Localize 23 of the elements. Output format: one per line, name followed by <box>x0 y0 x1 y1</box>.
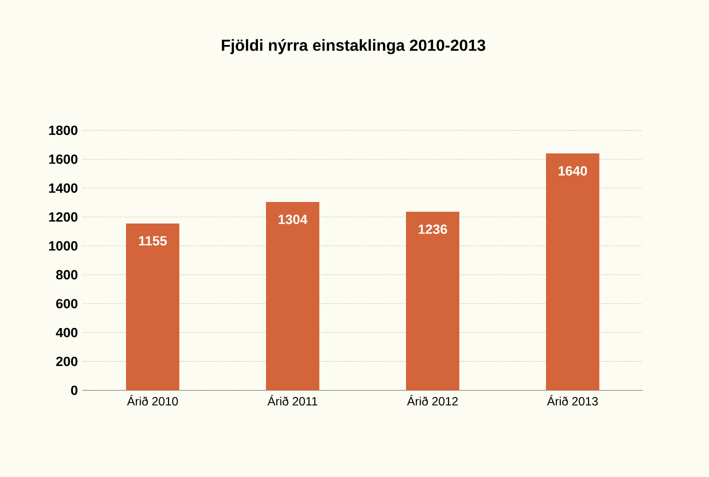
y-tick-label: 1600 <box>49 154 78 164</box>
x-tick-label: Árið 2013 <box>547 395 598 406</box>
data-label: 1304 <box>278 214 308 224</box>
bar <box>406 212 460 390</box>
y-tick-label: 1200 <box>49 212 78 222</box>
y-tick-label: 0 <box>71 386 78 396</box>
chart-title: Fjöldi nýrra einstaklinga 2010-2013 <box>222 39 486 54</box>
bar <box>546 153 600 390</box>
y-tick-label: 1400 <box>49 183 78 193</box>
y-tick-label: 200 <box>56 356 78 366</box>
data-label: 1155 <box>139 236 167 246</box>
y-tick-label: 1000 <box>49 241 78 251</box>
x-tick-label: Árið 2011 <box>267 395 318 406</box>
y-tick-label: 600 <box>56 298 78 308</box>
y-tick-label: 400 <box>56 328 78 338</box>
bar <box>266 202 320 390</box>
y-tick-label: 1800 <box>49 126 78 136</box>
y-tick-label: 800 <box>56 270 78 280</box>
data-label: 1236 <box>418 224 448 234</box>
x-tick-label: Árið 2012 <box>407 395 458 406</box>
bar <box>126 223 180 390</box>
data-label: 1640 <box>558 166 587 176</box>
x-tick-label: Árið 2010 <box>127 395 178 406</box>
